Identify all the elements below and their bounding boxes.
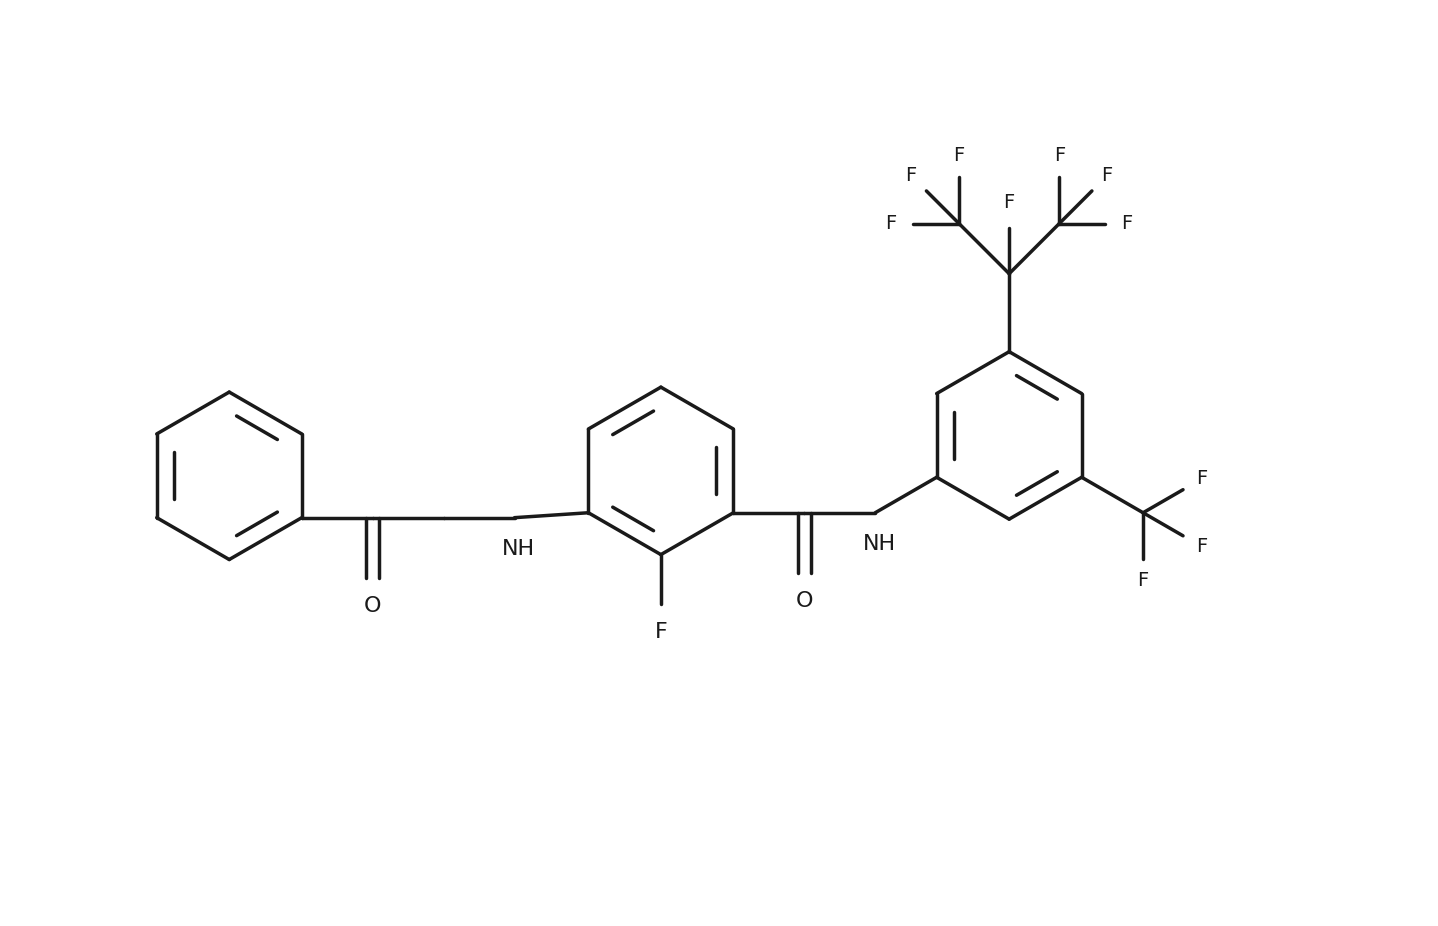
Text: F: F [1004, 194, 1015, 212]
Text: F: F [1196, 537, 1208, 557]
Text: O: O [795, 591, 812, 610]
Text: F: F [886, 214, 897, 233]
Text: F: F [1196, 469, 1208, 488]
Text: NH: NH [863, 534, 896, 555]
Text: F: F [906, 166, 916, 185]
Text: F: F [1102, 166, 1113, 185]
Text: O: O [364, 595, 381, 616]
Text: F: F [1122, 214, 1133, 233]
Text: F: F [654, 622, 667, 642]
Text: F: F [953, 146, 965, 165]
Text: F: F [1137, 571, 1149, 590]
Text: F: F [1054, 146, 1066, 165]
Text: NH: NH [502, 539, 535, 559]
